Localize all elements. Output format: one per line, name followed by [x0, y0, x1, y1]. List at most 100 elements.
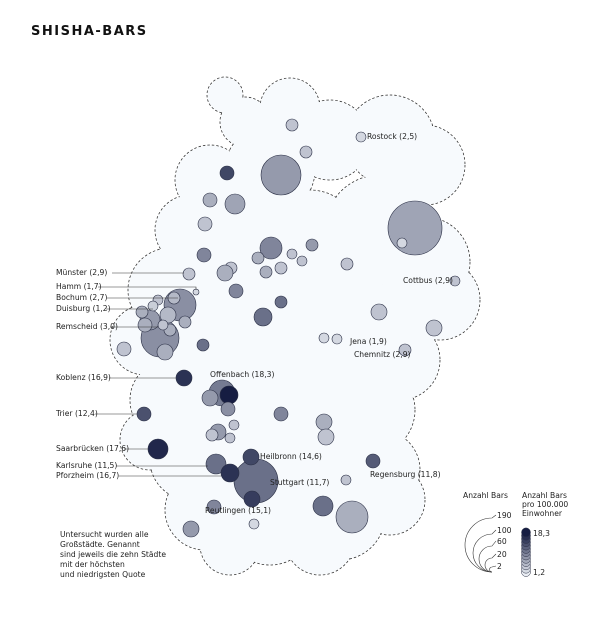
size-legend-value: 2: [497, 562, 502, 571]
color-legend-title: Einwohner: [522, 509, 563, 518]
city-circle: [202, 192, 218, 208]
city-circle: [340, 474, 352, 486]
size-legend-value: 20: [497, 550, 507, 559]
city-circle: [449, 275, 461, 287]
city-label: Rostock (2,5): [367, 132, 417, 141]
city-circle: [197, 216, 213, 232]
size-legend-arc: [478, 540, 497, 573]
city-circle: [398, 343, 412, 357]
city-label: Trier (12,4): [55, 409, 98, 418]
city-circle: [318, 332, 330, 344]
city-circle: [147, 438, 169, 460]
note-line: Untersucht wurden alle: [60, 530, 149, 539]
city-circle: [136, 406, 152, 422]
city-label: Koblenz (16,9): [56, 373, 111, 382]
city-circle: [228, 283, 244, 299]
city-label: Offenbach (18,3): [210, 370, 274, 379]
city-circle: [182, 267, 196, 281]
city-circle: [299, 145, 313, 159]
city-label: Cottbus (2,9): [403, 276, 453, 285]
city-circle: [135, 305, 149, 319]
city-circle: [205, 453, 227, 475]
city-circle: [196, 247, 212, 263]
city-circle: [340, 257, 354, 271]
color-legend-min: 1,2: [533, 568, 545, 577]
city-label: Münster (2,9): [56, 268, 107, 277]
note-line: sind jeweils die zehn Städte: [60, 550, 167, 559]
city-circle: [220, 401, 236, 417]
size-legend-arc: [472, 529, 497, 573]
city-circle: [259, 236, 283, 260]
city-circle: [147, 300, 159, 312]
city-circle: [305, 238, 319, 252]
city-circle: [296, 255, 308, 267]
city-circle: [137, 317, 153, 333]
city-circles: [116, 118, 461, 538]
size-legend-value: 190: [497, 511, 512, 520]
city-circle: [196, 338, 210, 352]
city-circle: [273, 406, 289, 422]
city-circle: [220, 463, 240, 483]
city-label: Remscheid (3,0): [56, 322, 118, 331]
size-legend-value: 100: [497, 526, 512, 535]
city-circle: [216, 264, 234, 282]
city-circle: [370, 303, 388, 321]
city-circle: [175, 369, 193, 387]
city-circle: [159, 306, 177, 324]
city-label: Regensburg (11,8): [370, 470, 441, 479]
city-circle: [201, 389, 219, 407]
city-circle: [228, 419, 240, 431]
size-legend-arc: [464, 514, 497, 573]
city-label: Heilbronn (14,6): [260, 452, 322, 461]
city-circle: [274, 261, 288, 275]
city-circle: [206, 499, 222, 515]
note-line: und niedrigsten Quote: [60, 570, 146, 579]
note-line: mit der höchsten: [60, 560, 125, 569]
color-legend-title: Anzahl Bars: [522, 491, 567, 500]
city-circle: [365, 453, 381, 469]
note-line: Großstädte. Genannt: [60, 540, 140, 549]
city-circle: [312, 495, 334, 517]
city-circle: [251, 251, 265, 265]
city-circle: [205, 428, 219, 442]
city-circle: [253, 307, 273, 327]
city-circle: [178, 315, 192, 329]
city-label: Stuttgart (11,7): [270, 478, 329, 487]
city-circle: [243, 490, 261, 508]
city-circle: [219, 165, 235, 181]
color-legend-title: pro 100.000: [522, 500, 568, 509]
city-circle: [224, 193, 246, 215]
city-circle: [335, 500, 369, 534]
city-label: Bochum (2,7): [56, 293, 108, 302]
city-circle: [259, 265, 273, 279]
size-legend-value: 60: [497, 537, 507, 546]
city-label: Reutlingen (15,1): [205, 506, 271, 515]
city-label: Hamm (1,7): [56, 282, 102, 291]
city-circle: [315, 413, 333, 431]
city-circle: [219, 385, 239, 405]
size-legend-title: Anzahl Bars: [463, 491, 508, 500]
size-legend-arc: [489, 565, 497, 573]
city-circle: [248, 518, 260, 530]
city-label: Saarbrücken (17,6): [56, 444, 129, 453]
page-title: SHISHA-BARS: [31, 24, 148, 39]
size-legend-arc: [484, 553, 497, 573]
city-circle: [260, 154, 302, 196]
city-circle: [242, 448, 260, 466]
city-circle: [285, 118, 299, 132]
city-label: Jena (1,9): [349, 337, 387, 346]
city-label: Karlsruhe (11,5): [56, 461, 117, 470]
city-circle: [274, 295, 288, 309]
city-circle: [387, 200, 443, 256]
city-circle: [116, 341, 132, 357]
city-circle: [317, 428, 335, 446]
city-circle: [157, 319, 169, 331]
city-circle: [425, 319, 443, 337]
city-circle: [286, 248, 298, 260]
city-circle: [396, 237, 408, 249]
city-label: Pforzheim (16,7): [56, 471, 119, 480]
city-circle: [182, 520, 200, 538]
